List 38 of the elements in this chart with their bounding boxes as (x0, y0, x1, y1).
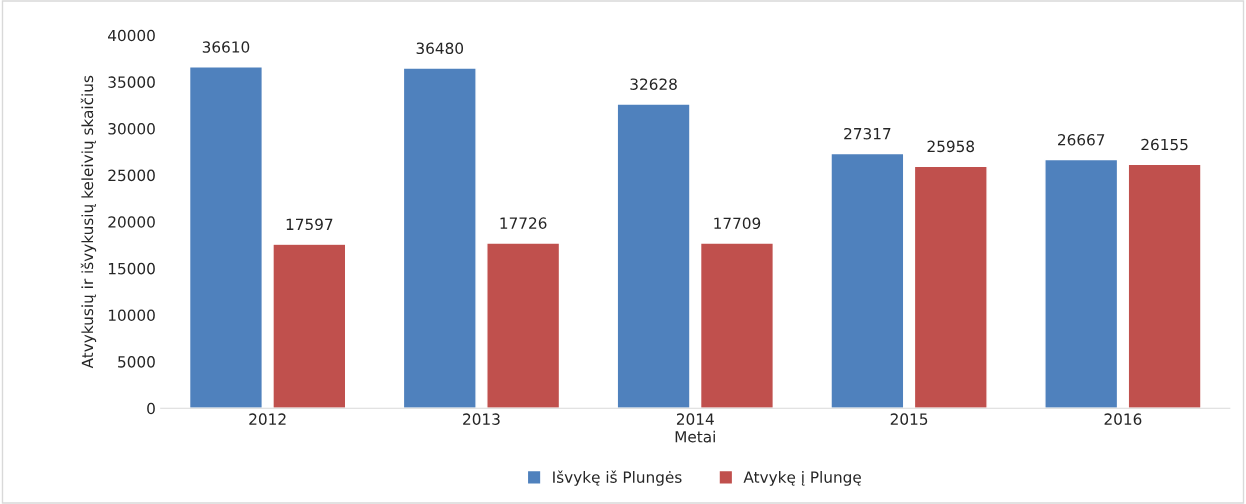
y-axis-title: Atvykusių ir išvykusių keleivių skaičius (80, 75, 97, 369)
data-label: 26155 (1141, 138, 1188, 151)
bar (402, 67, 477, 409)
bar (188, 66, 263, 409)
y-tick-label: 30000 (108, 122, 155, 135)
legend-label: Išvykę iš Plungės (553, 470, 682, 486)
bar (272, 243, 347, 409)
x-tick-label: 2014 (676, 413, 714, 425)
data-label: 17597 (286, 218, 333, 231)
bar (1044, 158, 1119, 409)
x-tick-label: 2012 (249, 413, 286, 425)
y-tick-label: 5000 (118, 356, 155, 368)
legend-label: Atvykę į Plungę (743, 471, 861, 486)
data-label: 17726 (500, 217, 547, 229)
y-tick-label: 10000 (108, 309, 155, 322)
y-tick-label: 35000 (108, 76, 155, 88)
x-tick-label: 2013 (463, 413, 500, 425)
data-label: 32628 (630, 78, 677, 90)
bar (913, 165, 988, 409)
y-tick-label: 0 (147, 402, 155, 415)
y-tick-label: 15000 (108, 262, 155, 275)
data-label: 26667 (1058, 133, 1105, 146)
x-tick-label: 2016 (1104, 413, 1142, 425)
data-label: 27317 (844, 127, 891, 140)
data-label: 36480 (416, 42, 464, 55)
bar (616, 103, 691, 409)
y-tick-label: 25000 (108, 169, 155, 182)
bar (699, 242, 775, 409)
bar (830, 152, 905, 409)
data-label: 25958 (927, 140, 975, 153)
data-label: 36610 (202, 41, 250, 53)
y-tick-label: 40000 (108, 29, 155, 42)
data-label: 17709 (714, 217, 761, 230)
bar (1127, 163, 1202, 409)
y-tick-label: 20000 (108, 216, 155, 228)
bar (486, 242, 561, 409)
x-tick-label: 2015 (890, 413, 928, 425)
x-axis-title: Metai (675, 430, 715, 443)
